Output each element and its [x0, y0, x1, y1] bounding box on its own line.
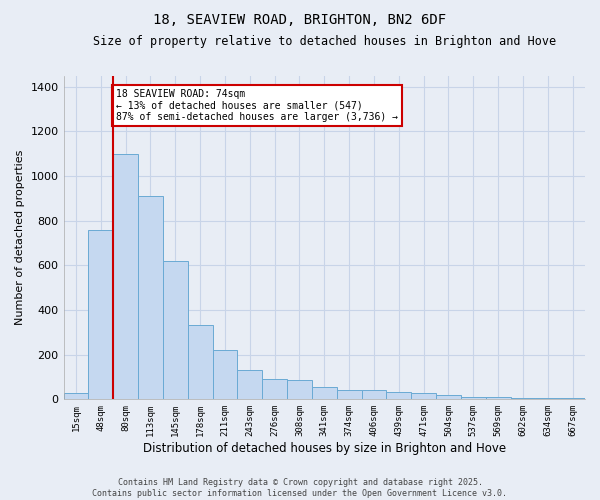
Bar: [238, 370, 262, 400]
Bar: [163, 261, 188, 400]
Bar: [287, 380, 312, 400]
Text: Contains HM Land Registry data © Crown copyright and database right 2025.
Contai: Contains HM Land Registry data © Crown c…: [92, 478, 508, 498]
Bar: [138, 196, 163, 400]
Bar: [560, 398, 585, 400]
Bar: [212, 350, 238, 400]
Bar: [511, 398, 535, 400]
Bar: [411, 392, 436, 400]
Bar: [64, 392, 88, 400]
Bar: [188, 324, 212, 400]
Bar: [362, 390, 386, 400]
Bar: [312, 387, 337, 400]
X-axis label: Distribution of detached houses by size in Brighton and Hove: Distribution of detached houses by size …: [143, 442, 506, 455]
Bar: [113, 154, 138, 400]
Y-axis label: Number of detached properties: Number of detached properties: [15, 150, 25, 325]
Text: 18, SEAVIEW ROAD, BRIGHTON, BN2 6DF: 18, SEAVIEW ROAD, BRIGHTON, BN2 6DF: [154, 12, 446, 26]
Bar: [461, 397, 485, 400]
Bar: [535, 398, 560, 400]
Title: Size of property relative to detached houses in Brighton and Hove: Size of property relative to detached ho…: [93, 35, 556, 48]
Bar: [485, 397, 511, 400]
Bar: [337, 390, 362, 400]
Bar: [88, 230, 113, 400]
Bar: [436, 395, 461, 400]
Bar: [386, 392, 411, 400]
Text: 18 SEAVIEW ROAD: 74sqm
← 13% of detached houses are smaller (547)
87% of semi-de: 18 SEAVIEW ROAD: 74sqm ← 13% of detached…: [116, 89, 398, 122]
Bar: [262, 379, 287, 400]
